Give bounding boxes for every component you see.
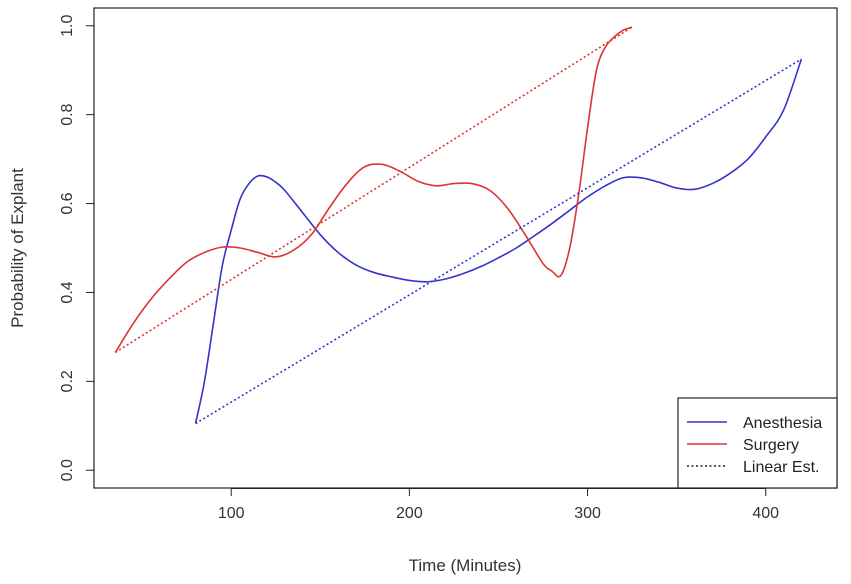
series-layer: [114, 26, 803, 425]
series-line-surgery-linear-est: [114, 26, 633, 354]
y-tick-label: 1.0: [59, 15, 76, 37]
x-tick-label: 400: [752, 505, 779, 522]
y-tick-label: 0.2: [59, 370, 76, 392]
y-tick-label: 0.6: [59, 192, 76, 214]
x-axis-title: Time (Minutes): [409, 556, 522, 575]
y-tick-label: 0.8: [59, 103, 76, 125]
y-axis: 0.0 0.2 0.4 0.6 0.8 1.0: [59, 15, 94, 481]
series-line-anesthesia-linear-est: [195, 58, 802, 425]
x-tick-label: 100: [218, 505, 245, 522]
y-axis-title: Probability of Explant: [8, 168, 27, 328]
series-line-surgery: [114, 26, 633, 353]
legend-label-surgery: Surgery: [743, 437, 799, 454]
legend: Anesthesia Surgery Linear Est.: [677, 397, 838, 489]
legend-box: [677, 397, 838, 489]
legend-label-linear-est: Linear Est.: [743, 459, 819, 476]
x-tick-label: 200: [396, 505, 423, 522]
y-tick-label: 0.0: [59, 459, 76, 481]
series-line-anesthesia: [194, 58, 803, 424]
y-tick-label: 0.4: [59, 281, 76, 303]
x-tick-label: 300: [574, 505, 601, 522]
legend-label-anesthesia: Anesthesia: [743, 415, 822, 432]
x-axis: 100 200 300 400: [218, 488, 779, 522]
